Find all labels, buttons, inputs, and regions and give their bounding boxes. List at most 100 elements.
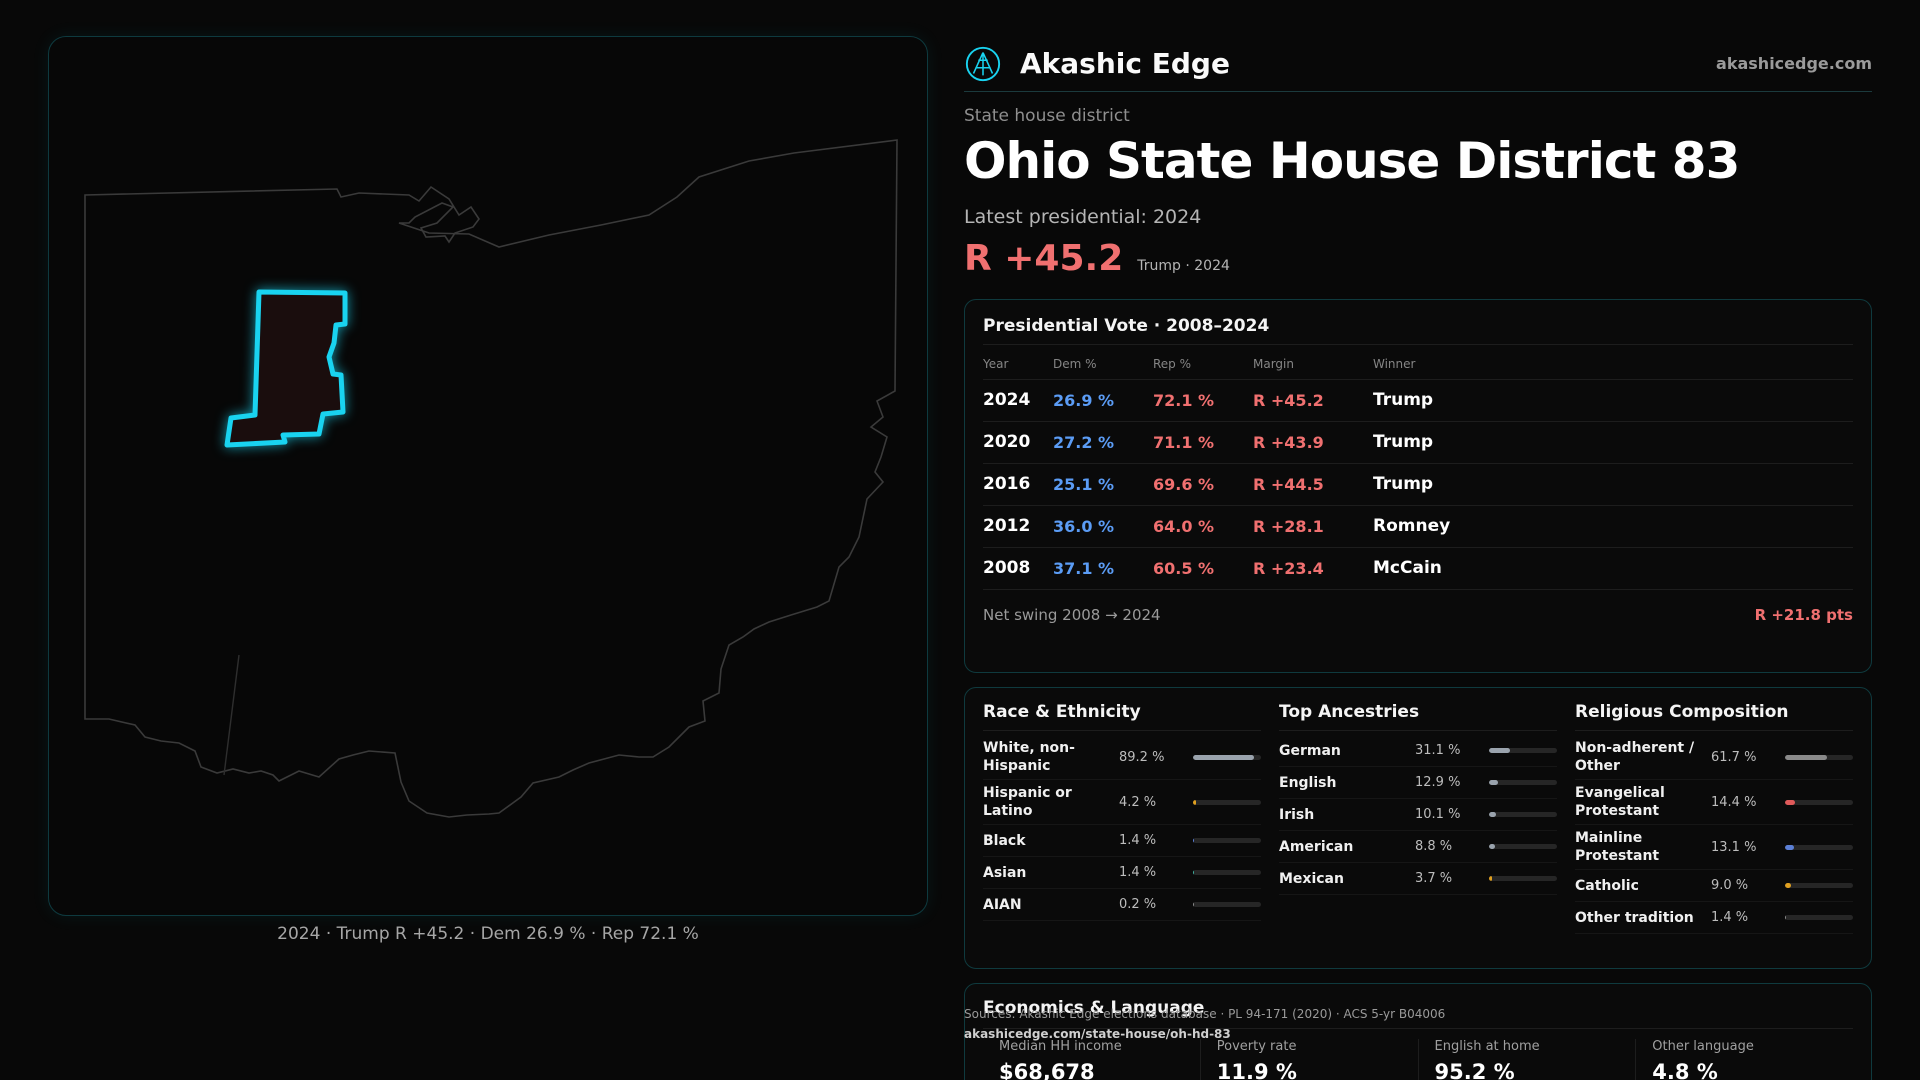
district-type-label: State house district	[964, 106, 1130, 126]
item-label: Asian	[983, 864, 1027, 881]
item-value: 13.1 %	[1711, 839, 1757, 855]
margin-subtitle: Trump · 2024	[1137, 258, 1230, 274]
cell-year: 2024	[983, 379, 1053, 422]
religion-title: Religious Composition	[1575, 702, 1853, 731]
cell-rep: 69.6 %	[1153, 463, 1253, 506]
bar-track	[1489, 812, 1557, 817]
district-map-panel[interactable]	[48, 36, 928, 916]
economics-grid: Median HH income $68,678 Poverty rate 11.9 …	[983, 1039, 1853, 1080]
cell-year: 2008	[983, 547, 1053, 590]
bar-track	[1193, 838, 1261, 843]
cell-winner: Trump	[1373, 421, 1853, 464]
econ-stat: English at home 95.2 %	[1417, 1039, 1636, 1080]
bar-track	[1193, 799, 1261, 805]
item-value: 14.4 %	[1711, 794, 1757, 810]
item-value: 10.1 %	[1415, 807, 1461, 822]
net-swing-value: R +21.8 pts	[1754, 605, 1853, 624]
list-item: Irish 10.1 %	[1279, 799, 1557, 831]
table-row: 2012 36.0 % 64.0 % R +28.1 Romney	[983, 505, 1853, 548]
cell-year: 2016	[983, 463, 1053, 506]
item-label: American	[1279, 838, 1354, 855]
list-item: English 12.9 %	[1279, 767, 1557, 799]
list-item: Other tradition 1.4 %	[1575, 902, 1853, 934]
econ-stat: Median HH income $68,678	[983, 1039, 1200, 1080]
presidential-vote-card: Presidential Vote · 2008–2024 Year Dem %…	[964, 299, 1872, 673]
brand-url-link[interactable]: akashicedge.com	[1716, 54, 1872, 73]
cell-rep: 71.1 %	[1153, 421, 1253, 464]
item-value: 9.0 %	[1711, 878, 1749, 893]
cell-year: 2020	[983, 421, 1053, 464]
source-url-link[interactable]: akashicedge.com/state-house/oh-hd-83	[964, 1027, 1231, 1041]
bar-fill	[1489, 876, 1492, 881]
source-text: Sources: Akashic Edge elections database…	[964, 1007, 1446, 1021]
economics-card: Economics & Language Median HH income $68…	[964, 983, 1872, 1080]
item-value: 8.8 %	[1415, 839, 1453, 854]
item-label: Black	[983, 832, 1026, 849]
item-label: English	[1279, 774, 1337, 791]
bar-fill	[1193, 838, 1195, 843]
table-row: 2020 27.2 % 71.1 % R +43.9 Trump	[983, 421, 1853, 464]
list-item: Mexican 3.7 %	[1279, 863, 1557, 895]
presidential-table-body: 2024 26.9 % 72.1 % R +45.2 Trump 2020 27.2 % 71…	[983, 379, 1853, 590]
page-title: Ohio State House District 83	[964, 132, 1740, 190]
col-rep: Rep %	[1153, 349, 1253, 380]
cell-winner: Romney	[1373, 505, 1853, 548]
bar-fill	[1785, 799, 1795, 805]
econ-value: 4.8 %	[1652, 1060, 1718, 1080]
cell-margin: R +23.4	[1253, 547, 1373, 590]
item-label: Irish	[1279, 806, 1315, 823]
item-label: White, non-Hispanic	[983, 740, 1075, 774]
cell-margin: R +45.2	[1253, 379, 1373, 422]
net-swing-row: Net swing 2008 → 2024 R +21.8 pts	[983, 606, 1853, 624]
list-item: White, non-Hispanic 89.2 %	[983, 735, 1261, 780]
list-item: German 31.1 %	[1279, 735, 1557, 767]
list-item: AIAN 0.2 %	[983, 889, 1261, 921]
econ-label: Poverty rate	[1216, 1039, 1297, 1054]
latest-presidential-label: Latest presidential: 2024	[964, 206, 1202, 228]
bar-track	[1193, 870, 1261, 875]
item-label: Non-adherent / Other	[1575, 740, 1695, 774]
list-item: Evangelical Protestant 14.4 %	[1575, 780, 1853, 825]
cell-rep: 60.5 %	[1153, 547, 1253, 590]
brand-name[interactable]: Akashic Edge	[1020, 47, 1230, 80]
item-label: Mexican	[1279, 870, 1344, 887]
bar-track	[1489, 844, 1557, 849]
bar-track	[1489, 780, 1557, 785]
net-swing-label: Net swing 2008 → 2024	[983, 605, 1161, 624]
presidential-card-title: Presidential Vote · 2008–2024	[983, 316, 1853, 345]
table-row: 2024 26.9 % 72.1 % R +45.2 Trump	[983, 379, 1853, 422]
brand-header: Akashic Edge akashicedge.com	[964, 36, 1872, 92]
bar-track	[1193, 902, 1261, 907]
col-year: Year	[983, 349, 1053, 380]
item-value: 0.2 %	[1119, 897, 1157, 912]
cell-rep: 64.0 %	[1153, 505, 1253, 548]
cell-winner: Trump	[1373, 463, 1853, 506]
list-item: Non-adherent / Other 61.7 %	[1575, 735, 1853, 780]
ohio-state-outline	[84, 139, 898, 818]
econ-label: Median HH income	[999, 1039, 1122, 1054]
margin-value: R +45.2	[964, 238, 1124, 279]
bar-fill	[1489, 780, 1498, 785]
list-item: Hispanic or Latino 4.2 %	[983, 780, 1261, 825]
col-winner: Winner	[1373, 349, 1853, 380]
item-value: 89.2 %	[1119, 749, 1165, 765]
item-label: Catholic	[1575, 877, 1639, 894]
cell-dem: 36.0 %	[1053, 505, 1153, 548]
cell-year: 2012	[983, 505, 1053, 548]
item-value: 1.4 %	[1119, 833, 1157, 848]
item-label: Other tradition	[1575, 909, 1694, 926]
bar-track	[1785, 915, 1853, 920]
item-value: 31.1 %	[1415, 743, 1461, 758]
district-83-shape[interactable]	[224, 289, 348, 448]
bar-fill	[1489, 844, 1495, 849]
item-value: 61.7 %	[1711, 749, 1757, 765]
bar-track	[1785, 883, 1853, 888]
item-label: AIAN	[983, 896, 1022, 913]
list-item: Black 1.4 %	[983, 825, 1261, 857]
list-item: American 8.8 %	[1279, 831, 1557, 863]
logo-icon[interactable]	[964, 45, 1002, 83]
bar-fill	[1489, 748, 1511, 753]
presidential-table: Year Dem % Rep % Margin Winner 2024 26.9 …	[983, 349, 1853, 590]
demographics-card: Race & Ethnicity White, non-Hispanic 89.2…	[964, 687, 1872, 969]
district-info-column: Akashic Edge akashicedge.com State house…	[964, 36, 1872, 1080]
